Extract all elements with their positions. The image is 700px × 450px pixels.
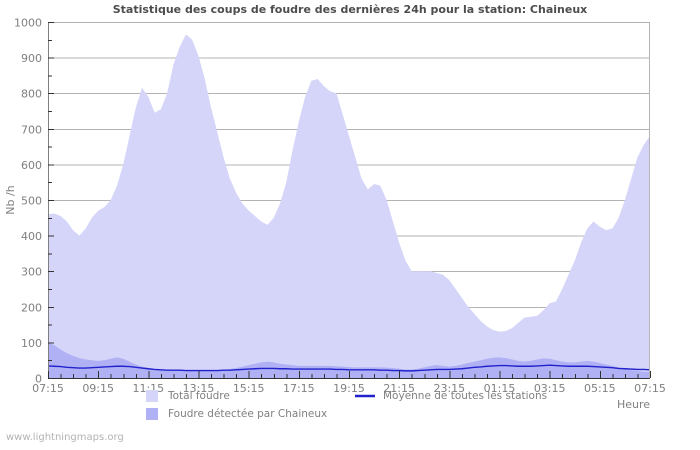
- area-foudre-chaineux: [48, 342, 650, 378]
- svg-text:Heure: Heure: [617, 398, 650, 411]
- legend-swatch-foudre-chaineux: [146, 408, 158, 420]
- svg-text:0: 0: [35, 373, 42, 386]
- svg-text:400: 400: [21, 230, 42, 243]
- svg-text:03:15: 03:15: [534, 382, 566, 395]
- legend-label-total-foudre: Total foudre: [167, 390, 230, 402]
- svg-text:19:15: 19:15: [333, 382, 365, 395]
- svg-text:900: 900: [21, 52, 42, 65]
- line-moyenne-stations: [47, 364, 651, 372]
- svg-text:200: 200: [21, 301, 42, 314]
- svg-text:07:15: 07:15: [634, 382, 666, 395]
- svg-text:600: 600: [21, 159, 42, 172]
- svg-text:500: 500: [21, 195, 42, 208]
- svg-text:700: 700: [21, 123, 42, 136]
- svg-text:23:15: 23:15: [433, 382, 465, 395]
- svg-text:01:15: 01:15: [484, 382, 516, 395]
- watermark-text: www.lightningmaps.org: [6, 432, 124, 443]
- chart-legend: Total foudre Foudre détectée par Chaineux…: [146, 390, 547, 420]
- svg-text:Nb /h: Nb /h: [4, 185, 17, 214]
- y-axis-label: Nb /h: [4, 185, 17, 214]
- svg-text:05:15: 05:15: [584, 382, 616, 395]
- svg-text:09:15: 09:15: [82, 382, 114, 395]
- svg-text:17:15: 17:15: [283, 382, 315, 395]
- svg-text:800: 800: [21, 88, 42, 101]
- page-title: Statistique des coups de foudre des dern…: [112, 3, 588, 16]
- area-total-foudre: [48, 34, 650, 379]
- legend-label-foudre-chaineux: Foudre détectée par Chaineux: [168, 408, 327, 420]
- svg-text:15:15: 15:15: [233, 382, 265, 395]
- legend-label-moyenne-stations: Moyenne de toutes les stations: [383, 390, 547, 402]
- svg-text:300: 300: [21, 266, 42, 279]
- svg-text:1000: 1000: [14, 17, 42, 30]
- legend-swatch-total-foudre: [146, 390, 158, 402]
- y-axis-ticks: 0 100 200 300 400 500 600 700 800 900 1000: [14, 17, 54, 386]
- x-axis-label: Heure: [617, 398, 650, 411]
- svg-text:100: 100: [21, 337, 42, 350]
- svg-text:07:15: 07:15: [32, 382, 64, 395]
- svg-text:21:15: 21:15: [383, 382, 415, 395]
- svg-text:13:15: 13:15: [183, 382, 215, 395]
